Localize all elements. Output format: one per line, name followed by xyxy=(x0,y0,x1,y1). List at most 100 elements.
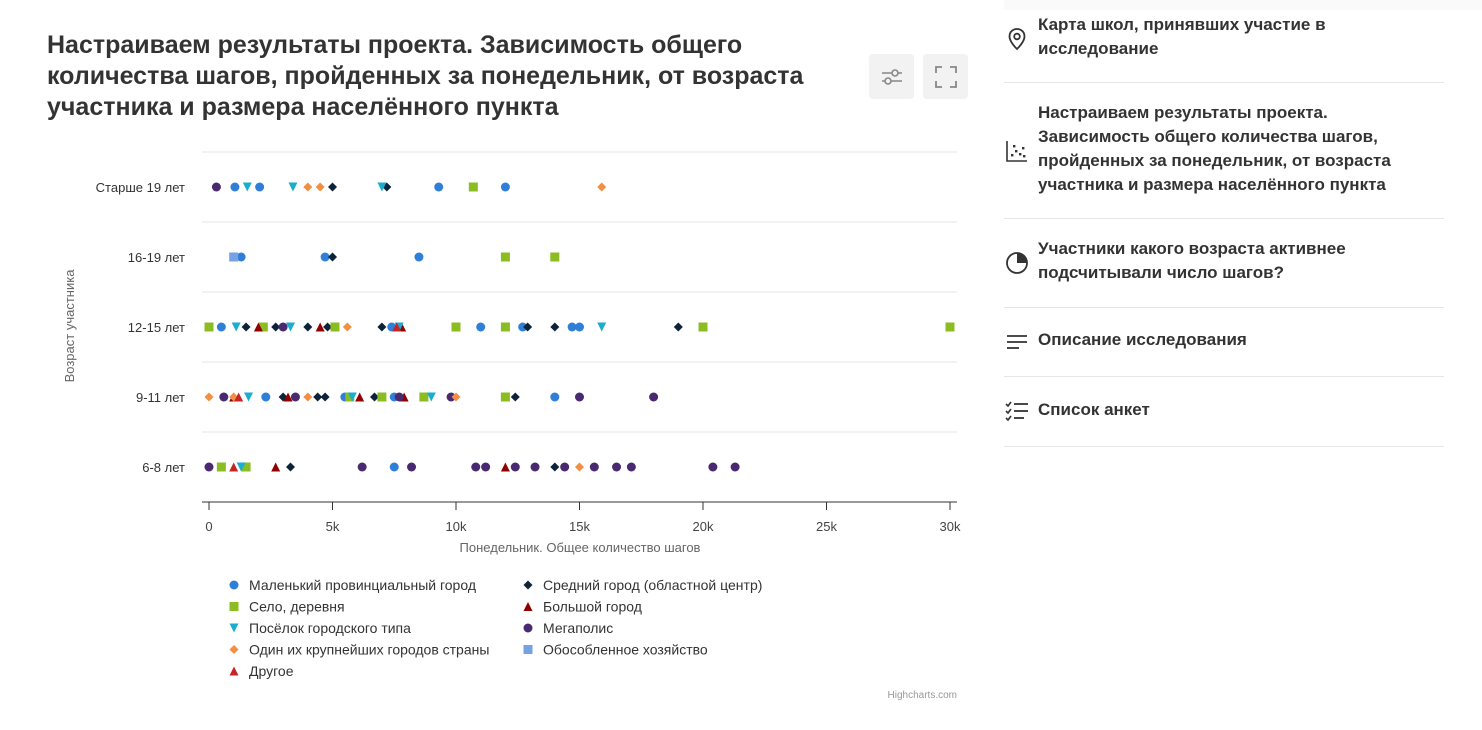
data-point[interactable] xyxy=(236,462,246,472)
data-point[interactable] xyxy=(673,322,683,332)
data-point[interactable] xyxy=(357,462,367,472)
data-point[interactable] xyxy=(313,392,323,402)
data-point[interactable] xyxy=(567,322,577,332)
data-point[interactable] xyxy=(612,462,622,472)
data-point[interactable] xyxy=(244,392,254,402)
data-point[interactable] xyxy=(234,392,244,402)
data-point[interactable] xyxy=(204,392,214,402)
data-point[interactable] xyxy=(258,322,268,332)
data-point[interactable] xyxy=(377,322,387,332)
data-point[interactable] xyxy=(286,462,296,472)
sidebar-item-schools-map[interactable]: Карта школ, принявших участие в исследов… xyxy=(1004,0,1444,83)
data-point[interactable] xyxy=(204,462,214,472)
data-point[interactable] xyxy=(730,462,740,472)
sidebar-item-steps-chart[interactable]: Настраиваем результаты проекта. Зависимо… xyxy=(1004,82,1444,219)
data-point[interactable] xyxy=(510,462,520,472)
data-point[interactable] xyxy=(320,392,330,402)
data-point[interactable] xyxy=(575,392,584,402)
data-point[interactable] xyxy=(271,462,281,472)
data-point[interactable] xyxy=(649,392,659,402)
data-point[interactable] xyxy=(369,392,379,402)
legend-symbol[interactable] xyxy=(229,602,239,611)
sidebar-item-age-activity[interactable]: Участники какого возраста активнее подсч… xyxy=(1004,218,1444,308)
credits-text[interactable]: Highcharts.com xyxy=(888,690,957,701)
legend-item[interactable]: Большой город xyxy=(523,599,642,615)
data-point[interactable] xyxy=(230,182,240,192)
legend-item[interactable]: Средний город (областной центр) xyxy=(523,577,763,593)
data-point[interactable] xyxy=(236,252,246,262)
data-point[interactable] xyxy=(451,322,461,332)
data-point[interactable] xyxy=(394,392,404,402)
data-point[interactable] xyxy=(414,252,424,262)
data-point[interactable] xyxy=(500,252,510,262)
data-point[interactable] xyxy=(560,462,570,472)
data-point[interactable] xyxy=(550,252,560,262)
data-point[interactable] xyxy=(523,322,533,332)
data-point[interactable] xyxy=(468,182,478,192)
legend-symbol[interactable] xyxy=(523,645,533,654)
data-point[interactable] xyxy=(241,462,251,472)
data-point[interactable] xyxy=(451,392,461,402)
data-point[interactable] xyxy=(481,462,491,472)
data-point[interactable] xyxy=(303,182,313,192)
data-point[interactable] xyxy=(597,182,607,192)
data-point[interactable] xyxy=(286,322,296,332)
data-point[interactable] xyxy=(708,462,718,472)
data-point[interactable] xyxy=(278,322,288,332)
data-point[interactable] xyxy=(597,322,607,332)
data-point[interactable] xyxy=(434,182,444,192)
data-point[interactable] xyxy=(426,392,436,402)
data-point[interactable] xyxy=(500,392,510,402)
legend-symbol[interactable] xyxy=(523,602,533,611)
data-point[interactable] xyxy=(698,322,708,332)
data-point[interactable] xyxy=(575,462,584,472)
legend-item[interactable]: Обособленное хозяйство xyxy=(523,642,708,658)
legend-symbol[interactable] xyxy=(229,623,239,633)
data-point[interactable] xyxy=(231,322,241,332)
data-point[interactable] xyxy=(229,252,239,262)
data-point[interactable] xyxy=(303,392,313,402)
data-point[interactable] xyxy=(229,462,239,472)
data-point[interactable] xyxy=(500,322,510,332)
data-point[interactable] xyxy=(589,462,599,472)
legend-item[interactable]: Посёлок городского типа xyxy=(229,620,412,636)
data-point[interactable] xyxy=(320,252,330,262)
sidebar-item-research-description[interactable]: Описание исследования xyxy=(1004,307,1444,377)
data-point[interactable] xyxy=(471,462,481,472)
data-point[interactable] xyxy=(377,182,387,192)
data-point[interactable] xyxy=(211,182,221,192)
data-point[interactable] xyxy=(242,182,252,192)
data-point[interactable] xyxy=(377,392,387,402)
data-point[interactable] xyxy=(288,182,298,192)
data-point[interactable] xyxy=(345,392,355,402)
data-point[interactable] xyxy=(500,182,510,192)
data-point[interactable] xyxy=(500,462,510,472)
legend-item[interactable]: Другое xyxy=(229,663,294,679)
data-point[interactable] xyxy=(315,182,325,192)
sidebar-item-questionnaires[interactable]: Список анкет xyxy=(1004,376,1444,447)
data-point[interactable] xyxy=(392,322,402,332)
data-point[interactable] xyxy=(530,462,540,472)
data-point[interactable] xyxy=(518,322,528,332)
data-point[interactable] xyxy=(271,322,281,332)
data-point[interactable] xyxy=(355,392,365,402)
data-point[interactable] xyxy=(945,322,955,332)
data-point[interactable] xyxy=(283,392,293,402)
data-point[interactable] xyxy=(389,462,399,472)
data-point[interactable] xyxy=(219,392,229,402)
legend-item[interactable]: Село, деревня xyxy=(229,599,345,615)
data-point[interactable] xyxy=(407,462,417,472)
legend-symbol[interactable] xyxy=(523,580,533,590)
data-point[interactable] xyxy=(342,322,352,332)
data-point[interactable] xyxy=(328,182,337,192)
legend-symbol[interactable] xyxy=(229,645,239,654)
legend-symbol[interactable] xyxy=(523,623,533,633)
data-point[interactable] xyxy=(290,392,300,402)
data-point[interactable] xyxy=(261,392,271,402)
data-point[interactable] xyxy=(216,462,226,472)
data-point[interactable] xyxy=(550,322,560,332)
data-point[interactable] xyxy=(330,322,340,332)
chart-settings-button[interactable] xyxy=(869,54,914,99)
legend-symbol[interactable] xyxy=(229,666,239,676)
legend-item[interactable]: Один их крупнейших городов страны xyxy=(229,642,490,658)
